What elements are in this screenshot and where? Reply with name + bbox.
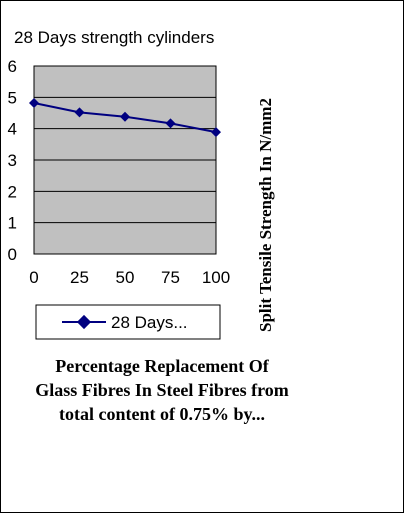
y-axis-label: Split Tensile Strength In N/mm2 bbox=[256, 98, 275, 332]
data-point bbox=[29, 97, 39, 108]
y-tick-label: 0 bbox=[8, 245, 17, 264]
x-axis-label-line-3: total content of 0.75% by... bbox=[59, 404, 265, 424]
data-point bbox=[120, 111, 130, 122]
x-tick-label: 25 bbox=[70, 268, 89, 287]
x-tick-label: 0 bbox=[29, 268, 38, 287]
legend: 28 Days... bbox=[35, 304, 221, 340]
x-tick-label: 50 bbox=[116, 268, 135, 287]
y-axis-ticks: 0 1 2 3 4 5 6 bbox=[8, 57, 17, 264]
y-tick-label: 2 bbox=[8, 182, 17, 201]
x-tick-label: 100 bbox=[202, 268, 230, 287]
y-tick-label: 3 bbox=[8, 151, 17, 170]
chart-title: 28 Days strength cylinders bbox=[14, 28, 214, 47]
x-axis-label-line-2: Glass Fibres In Steel Fibres from bbox=[35, 380, 289, 400]
y-tick-label: 5 bbox=[8, 88, 17, 107]
y-tick-label: 4 bbox=[8, 120, 17, 139]
gridlines bbox=[34, 96, 216, 224]
data-point bbox=[211, 127, 221, 138]
x-axis-label-line-1: Percentage Replacement Of bbox=[55, 356, 270, 376]
data-point bbox=[74, 107, 85, 118]
legend-marker bbox=[76, 314, 92, 330]
x-axis-ticks: 0 25 50 75 100 bbox=[29, 268, 230, 287]
y-tick-label: 1 bbox=[8, 214, 17, 233]
legend-label: 28 Days... bbox=[111, 313, 188, 332]
y-tick-label: 6 bbox=[8, 57, 17, 76]
series-group bbox=[29, 97, 221, 138]
x-tick-label: 75 bbox=[161, 268, 180, 287]
data-point bbox=[165, 118, 176, 129]
